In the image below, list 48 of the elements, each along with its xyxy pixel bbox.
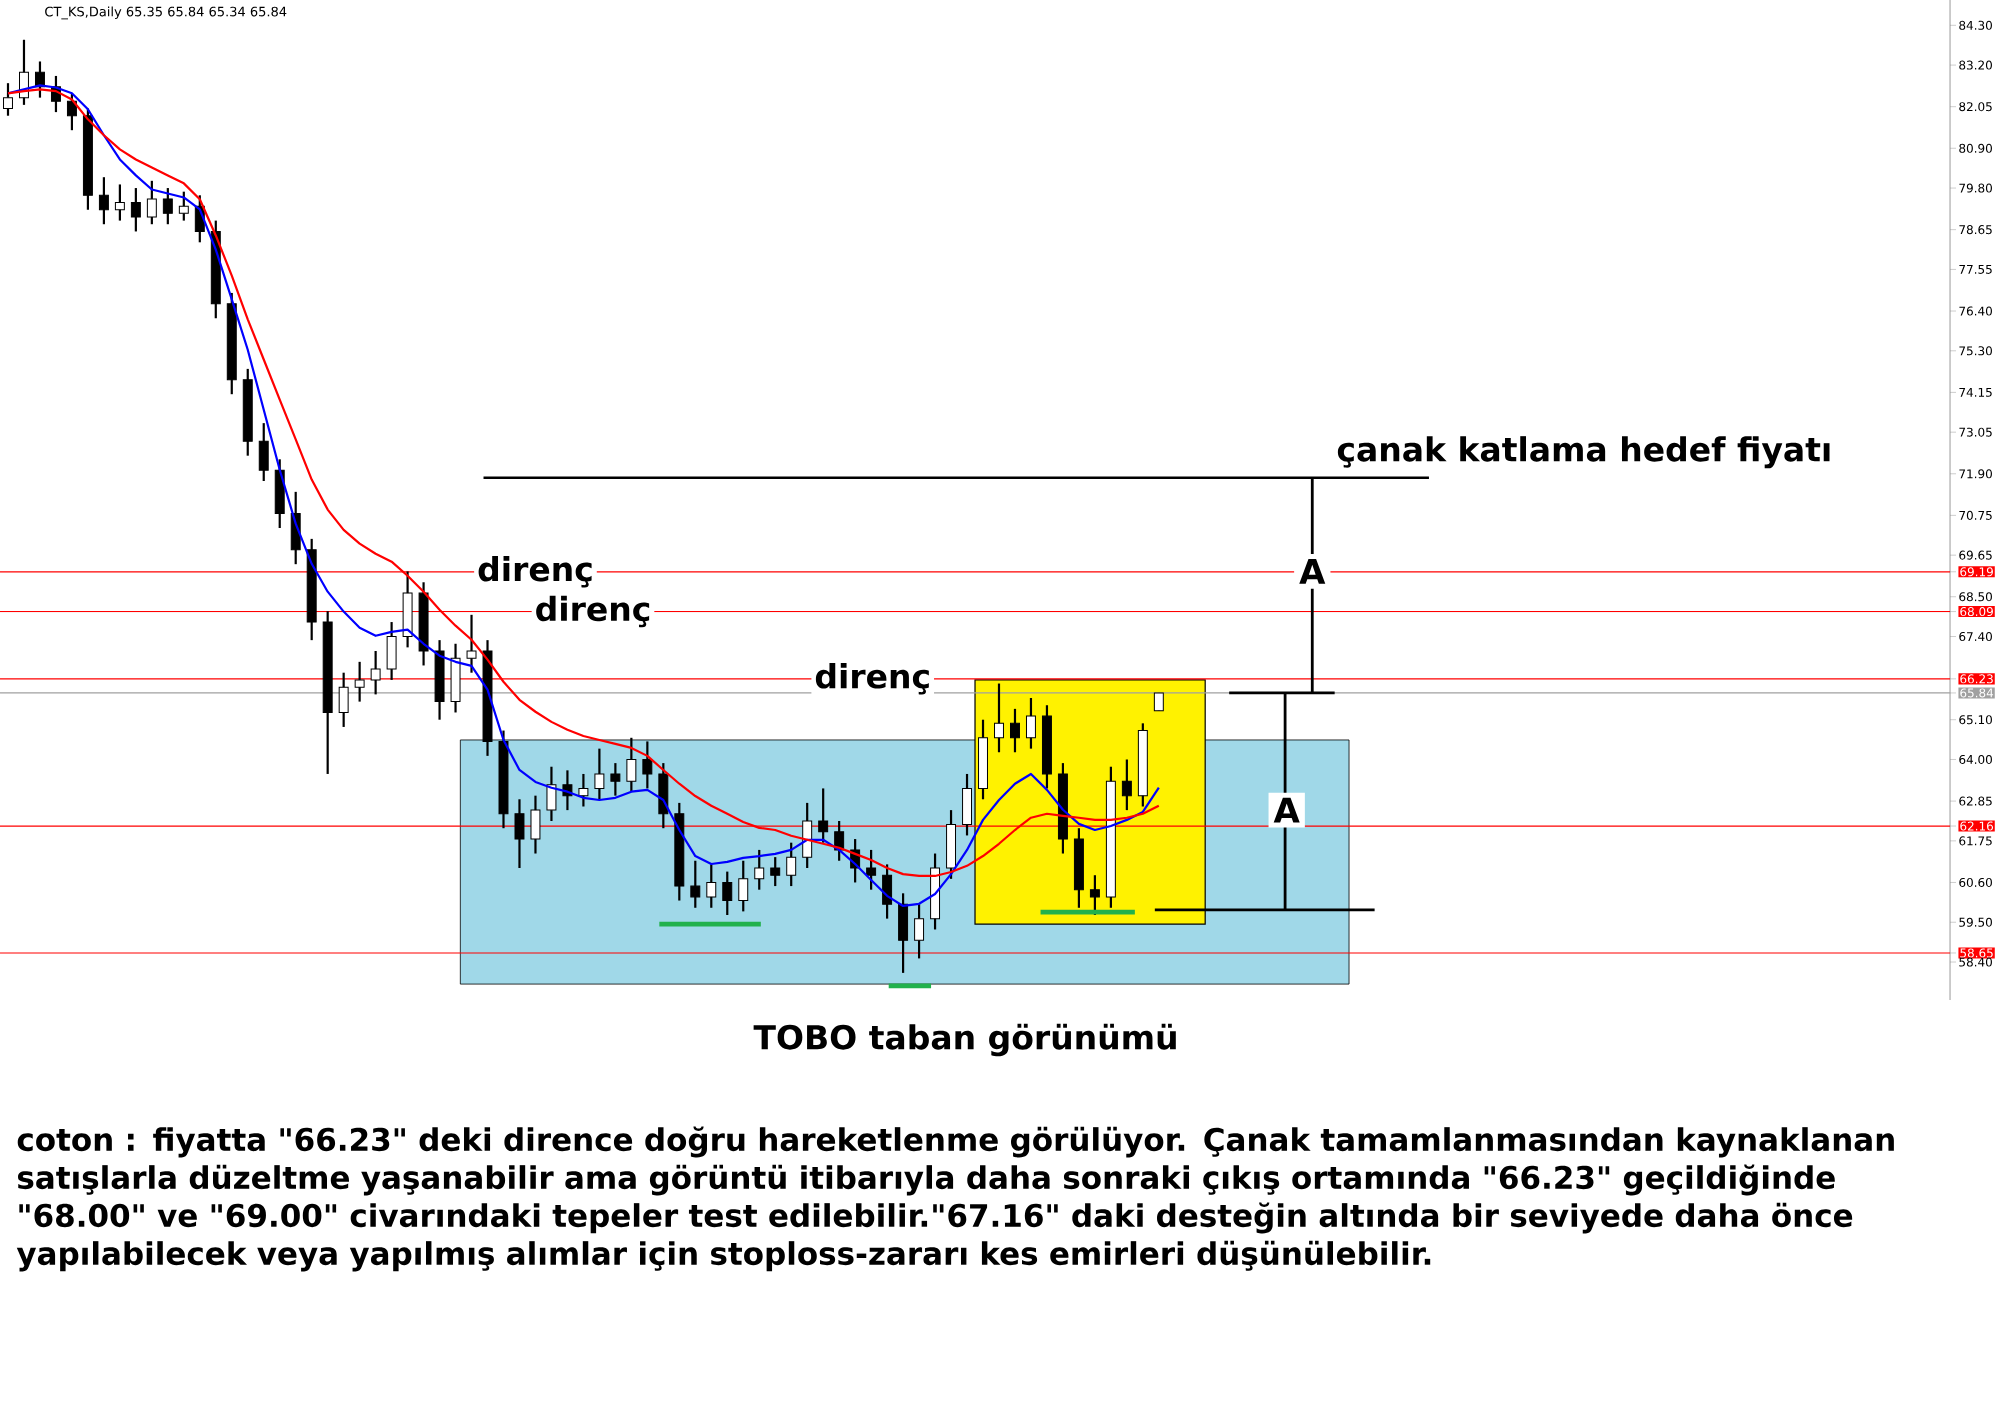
candlestick (690, 859, 701, 909)
candlestick (610, 762, 621, 797)
annotation: A (1299, 559, 1326, 584)
candlestick (882, 863, 893, 920)
candlestick (338, 671, 349, 729)
candlestick (658, 762, 669, 830)
candlestick (898, 892, 909, 974)
candlestick (802, 801, 813, 870)
candlestick (738, 859, 749, 913)
candlestick (594, 747, 605, 801)
candlestick (402, 570, 413, 649)
ref-line-label: direnç (815, 663, 929, 695)
annotation: A (1273, 797, 1300, 823)
candlestick (1025, 696, 1036, 750)
candlestick (818, 787, 829, 844)
candlestick (722, 870, 733, 917)
text: coton : fiyatta "66.23" deki dirence doğru hareketlenme görülüyor. Çanak tamamlanmasından kaynaklanan satışlarla düzeltme yaşanabilir ama görüntü itibarıyla daha sonraki çıkış ortamında "66.23" geçildiğinde "68.00" ve "69.00" civarındaki tepeler test edilebilir."67.16" daki desteğin altında bir seviyede daha önce yapılabilecek veya yapılmış alımlar için stoploss-zararı kes emirleri düşünülebilir. (16, 1126, 1894, 1272)
candlestick (354, 660, 365, 703)
candlestick (770, 856, 781, 888)
candlestick (546, 765, 557, 823)
candlestick (98, 176, 109, 226)
text: TOBO taban görünümü (753, 1023, 1176, 1057)
candlestick (146, 179, 157, 226)
candlestick (1010, 707, 1020, 754)
candlestick (514, 798, 525, 870)
candlestick (786, 841, 797, 888)
candlestick (274, 458, 285, 530)
candlestick (946, 809, 957, 880)
candlestick (466, 613, 477, 674)
ref-line-label: çanak katlama hedef fiyatı (1337, 436, 1830, 469)
candlestick (130, 186, 141, 233)
candlestick (706, 863, 717, 909)
candlestick (578, 772, 589, 808)
candlestick (914, 903, 925, 960)
candlestick (754, 848, 765, 891)
candlestick (162, 186, 173, 226)
candlestick (530, 794, 541, 855)
candlestick (370, 649, 381, 696)
ref-line-label: direnç (478, 556, 592, 588)
candlestick (3, 82, 13, 117)
candlestick (178, 190, 189, 222)
candlestick (1121, 758, 1132, 812)
candlestick (258, 422, 269, 483)
candlestick (386, 620, 397, 682)
ref-line-label: direnç (536, 595, 650, 628)
candlestick (114, 183, 125, 222)
candlestick (450, 642, 461, 714)
candlestick (866, 848, 877, 891)
